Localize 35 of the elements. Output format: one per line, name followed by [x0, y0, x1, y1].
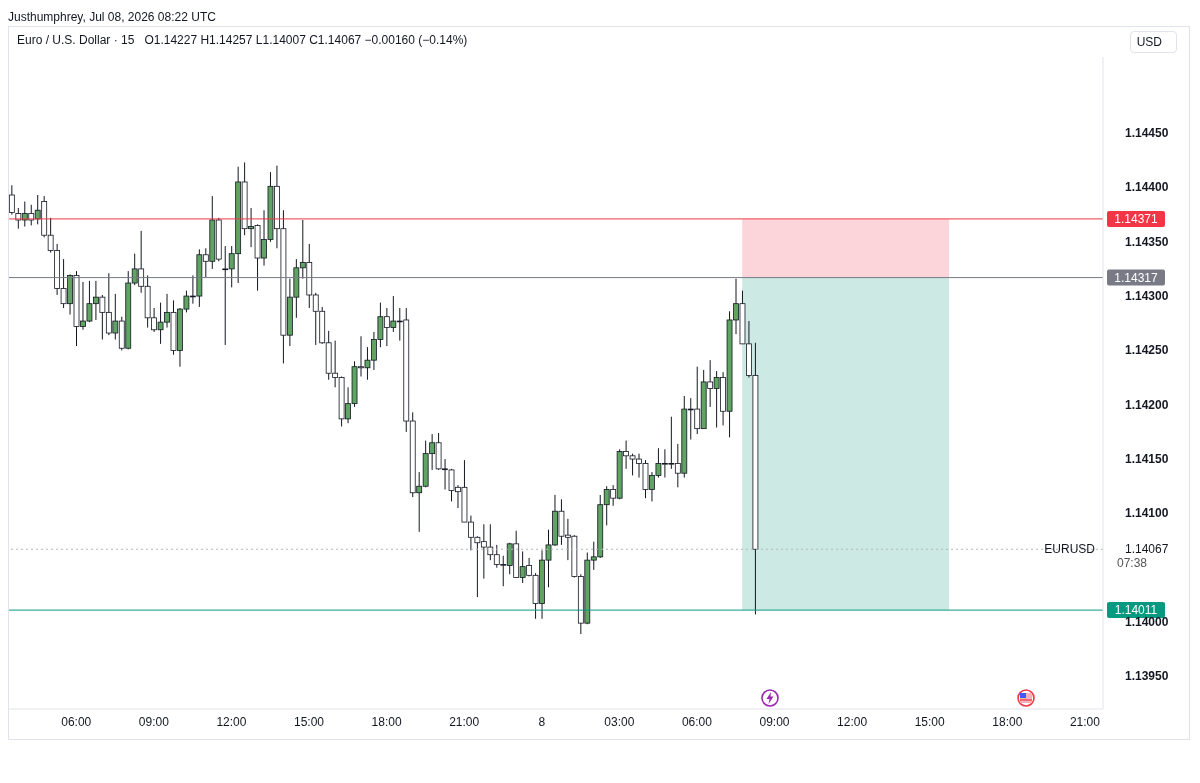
x-tick-label: 03:00 — [604, 714, 635, 729]
chart-subtitle: O1.14227 H1.14257 L1.14007 C1.14067 −0.00160 (−0.14%) — [144, 33, 468, 47]
text: 07:38 — [1117, 556, 1148, 571]
x-tick-label: 06:00 — [681, 714, 713, 729]
y-tick-label: 1.14150 — [1125, 452, 1169, 467]
x-tick-label: 09:00 — [759, 714, 790, 729]
x-tick-label: 12:00 — [837, 714, 868, 729]
y-tick-label: 1.14200 — [1125, 397, 1169, 412]
y-tick-label: 1.14450 — [1125, 126, 1169, 141]
text: Justhumphrey, Jul 08, 2026 08:22 UTC — [8, 9, 217, 26]
y-tick-label: 1.14350 — [1125, 234, 1169, 249]
x-tick-label: 18:00 — [371, 714, 402, 729]
y-tick-label: 1.14300 — [1125, 289, 1169, 304]
y-axis-title: USD — [1129, 31, 1177, 53]
y-tick-label: 1.14400 — [1125, 180, 1169, 195]
y-tick-label: 1.14250 — [1125, 343, 1169, 358]
ref-line-label: EURUSD — [1044, 542, 1096, 557]
x-tick-label: 8 — [538, 714, 546, 729]
y-tick-label: 1.13950 — [1125, 669, 1169, 684]
x-tick-label: 21:00 — [449, 714, 480, 729]
x-tick-label: 18:00 — [992, 714, 1023, 729]
ref-line-label: 1.14317 — [1114, 270, 1159, 285]
x-tick-label: 09:00 — [138, 714, 170, 729]
x-tick-label: 15:00 — [914, 714, 946, 729]
ref-line-label: 1.14011 — [1114, 603, 1158, 618]
candlestick — [9, 184, 15, 216]
x-tick-label: 21:00 — [1069, 714, 1101, 729]
x-tick-label: 12:00 — [216, 714, 247, 729]
chart-title: Euro / U.S. Dollar · 15 — [17, 33, 135, 47]
y-tick-label: 1.14067 — [1125, 542, 1169, 557]
ref-line-label: 1.14371 — [1114, 211, 1159, 226]
x-tick-label: 15:00 — [293, 714, 325, 729]
y-tick-label: 1.14100 — [1125, 506, 1169, 521]
y-tick-label: 1.14000 — [1125, 615, 1169, 630]
x-tick-label: 06:00 — [61, 714, 92, 729]
